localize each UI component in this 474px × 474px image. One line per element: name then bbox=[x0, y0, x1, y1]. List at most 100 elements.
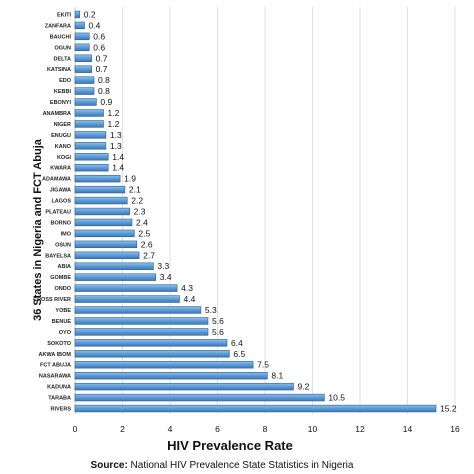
value-label: 2.6 bbox=[141, 239, 153, 249]
value-label: 0.7 bbox=[96, 64, 108, 74]
value-label: 0.6 bbox=[93, 42, 105, 52]
value-label: 3.3 bbox=[157, 261, 169, 271]
value-label: 1.4 bbox=[112, 163, 124, 173]
gridlines bbox=[122, 7, 456, 414]
value-label: 10.5 bbox=[328, 393, 345, 403]
value-label: 2.1 bbox=[129, 185, 141, 195]
category-label: OYO bbox=[59, 330, 72, 336]
value-label: 2.5 bbox=[138, 228, 150, 238]
bar bbox=[74, 131, 107, 139]
bar bbox=[74, 76, 95, 84]
value-label: 9.2 bbox=[298, 382, 310, 392]
category-label: IMO bbox=[61, 231, 72, 237]
category-label: BAYELSA bbox=[45, 253, 71, 259]
value-label: 5.6 bbox=[212, 316, 224, 326]
bars bbox=[74, 10, 437, 413]
bar bbox=[74, 328, 209, 336]
x-tick-label: 0 bbox=[73, 424, 78, 434]
x-tick-label: 8 bbox=[263, 424, 268, 434]
bar bbox=[74, 339, 228, 347]
category-label: RIVERS bbox=[51, 407, 72, 413]
x-tick-label: 2 bbox=[120, 424, 125, 434]
category-label: ZANFARA bbox=[45, 23, 71, 29]
category-label: KOGI bbox=[57, 155, 72, 161]
category-label: EDO bbox=[59, 78, 72, 84]
bar bbox=[74, 306, 202, 314]
bar bbox=[74, 153, 109, 161]
value-label: 2.7 bbox=[143, 250, 155, 260]
category-label: ADAMAWA bbox=[42, 177, 71, 183]
category-label: SOKOTO bbox=[47, 341, 71, 347]
bar bbox=[74, 295, 180, 303]
value-label: 2.3 bbox=[134, 207, 146, 217]
category-label: EKITI bbox=[57, 12, 72, 18]
value-label: 3.4 bbox=[160, 272, 172, 282]
value-label: 6.4 bbox=[231, 338, 243, 348]
source-text: National HIV Prevalence State Statistics… bbox=[128, 460, 354, 471]
x-tick-label: 12 bbox=[355, 424, 365, 434]
bar bbox=[74, 382, 294, 391]
bar bbox=[74, 229, 135, 238]
x-tick-label: 10 bbox=[308, 424, 318, 434]
category-label: OSUN bbox=[55, 242, 71, 248]
value-label: 6.5 bbox=[233, 349, 245, 359]
value-label: 5.6 bbox=[212, 327, 224, 337]
bar bbox=[74, 361, 254, 369]
category-label: AKWA IBOM bbox=[39, 352, 72, 358]
bar bbox=[74, 393, 325, 402]
bar bbox=[74, 10, 81, 19]
bar bbox=[74, 284, 178, 292]
value-label: 1.9 bbox=[124, 174, 136, 184]
value-label: 0.9 bbox=[100, 97, 112, 107]
bar bbox=[74, 98, 97, 106]
bar bbox=[74, 54, 92, 62]
y-axis-title: 36 States in Nigeria and FCT Abuja bbox=[32, 138, 44, 321]
category-label: KATSINA bbox=[47, 67, 71, 73]
bar bbox=[74, 262, 154, 270]
x-tick-label: 14 bbox=[403, 424, 413, 434]
bar bbox=[74, 404, 437, 413]
category-label: ENUGU bbox=[51, 133, 71, 139]
category-label: NIGER bbox=[54, 122, 71, 128]
value-label: 0.2 bbox=[84, 9, 96, 19]
category-label: BORNO bbox=[51, 220, 72, 226]
category-label: FCT ABUJA bbox=[40, 363, 71, 369]
category-label: ABIA bbox=[58, 264, 71, 270]
category-labels: EKITI ZANFARA BAUCHI OGUN DELTA KATSINA EDO KEB… bbox=[33, 12, 72, 412]
category-label: KWARA bbox=[50, 166, 71, 172]
value-labels: 0.20.40.60.60.70.70.80.80.91.21.21.31.31… bbox=[84, 9, 457, 413]
x-tick-label: 16 bbox=[450, 424, 460, 434]
bar bbox=[74, 185, 126, 194]
source-note: Source: National HIV Prevalence State St… bbox=[91, 460, 354, 471]
value-label: 7.5 bbox=[257, 360, 269, 370]
source-prefix: Source: bbox=[91, 460, 128, 471]
category-label: BENUE bbox=[52, 319, 72, 325]
x-tick-label: 6 bbox=[215, 424, 220, 434]
x-tick-labels: 0 2 4 6 8 10 12 14 16 bbox=[73, 424, 460, 434]
value-label: 1.3 bbox=[110, 141, 122, 151]
value-label: 5.3 bbox=[205, 305, 217, 315]
value-label: 1.2 bbox=[108, 108, 120, 118]
bar bbox=[74, 174, 121, 183]
value-label: 1.2 bbox=[108, 119, 120, 129]
value-label: 8.1 bbox=[271, 371, 283, 381]
value-label: 0.8 bbox=[98, 86, 110, 96]
bar bbox=[74, 317, 209, 325]
bar bbox=[74, 32, 90, 41]
category-label: BAUCHI bbox=[50, 34, 72, 40]
category-label: OGUN bbox=[55, 45, 72, 51]
bar bbox=[74, 207, 130, 216]
bar bbox=[74, 65, 92, 73]
x-tick-label: 4 bbox=[168, 424, 173, 434]
value-label: 0.7 bbox=[96, 53, 108, 63]
value-label: 2.4 bbox=[136, 217, 148, 227]
bar bbox=[74, 43, 90, 52]
category-label: ONDO bbox=[55, 286, 72, 292]
category-label: KADUNA bbox=[47, 385, 71, 391]
category-label: JIGAWA bbox=[50, 188, 71, 194]
bar bbox=[74, 273, 157, 281]
value-label: 2.2 bbox=[131, 196, 143, 206]
category-label: KEBBI bbox=[54, 89, 72, 95]
category-label: LAGOS bbox=[51, 199, 71, 205]
bar bbox=[74, 350, 230, 358]
